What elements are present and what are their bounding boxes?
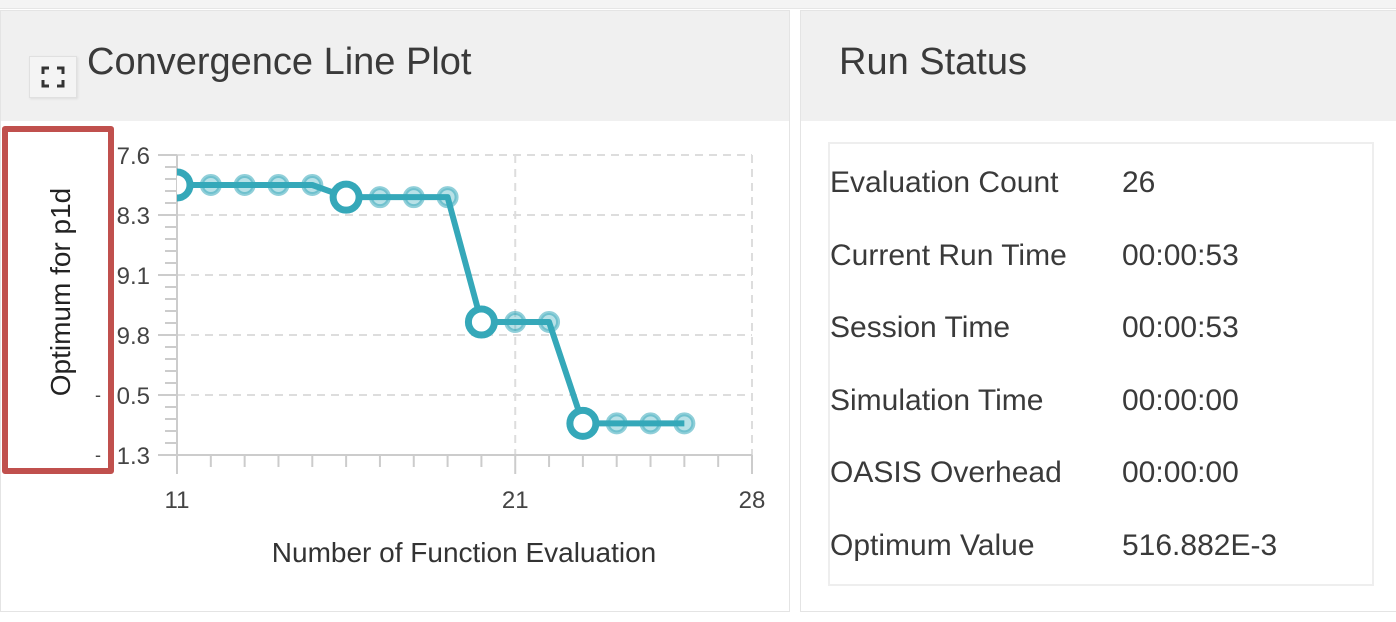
expand-button[interactable]: [29, 56, 77, 98]
status-value: 26: [1122, 166, 1156, 199]
status-value: 00:00:00: [1122, 383, 1239, 417]
data-point: [538, 311, 561, 334]
data-point: [301, 174, 324, 196]
data-point-improvement: [566, 406, 600, 440]
expand-icon: [41, 66, 65, 88]
status-label: Simulation Time: [830, 383, 1044, 417]
panel-header: Run Status: [801, 11, 1396, 121]
data-point: [233, 174, 256, 196]
y-tick-label: 9.8: [117, 323, 150, 350]
status-value: 00:00:53: [1122, 238, 1239, 272]
status-label: Optimum Value: [830, 528, 1035, 562]
series-line: [177, 182, 685, 427]
convergence-plot-panel: Convergence Line Plot: [0, 10, 790, 612]
data-point: [436, 186, 459, 209]
data-point: [368, 186, 391, 209]
status-label: Evaluation Count: [830, 166, 1059, 199]
x-axis-label: Number of Function Evaluation: [272, 537, 656, 568]
data-point-improvement: [464, 305, 498, 339]
x-tick-label: 11: [165, 487, 190, 514]
data-point: [402, 186, 425, 209]
data-point: [267, 174, 290, 196]
panel-header: Convergence Line Plot: [1, 11, 789, 121]
data-point: [504, 311, 527, 334]
data-point: [199, 174, 222, 196]
y-tick-label: 0.5: [117, 383, 150, 410]
y-tick-prefix: -: [95, 385, 101, 405]
run-status-panel: Run Status: [800, 10, 1396, 612]
panel-title: Run Status: [839, 41, 1027, 83]
run-status-table: Evaluation Count 26 Current Run Time 00:00:…: [828, 142, 1374, 586]
panel-title: Convergence Line Plot: [87, 41, 472, 83]
y-axis-label: Optimum for p1d: [45, 188, 76, 397]
y-tick-label: 8.3: [117, 203, 150, 230]
highlight-box: [2, 126, 114, 474]
data-point: [605, 412, 628, 435]
data-point-improvement: [177, 168, 194, 202]
status-label: OASIS Overhead: [830, 456, 1062, 489]
y-tick-prefix: -: [95, 445, 101, 465]
status-value: 00:00:53: [1122, 311, 1239, 344]
status-label: Session Time: [830, 311, 1011, 344]
y-tick-label: 1.3: [117, 443, 150, 470]
data-point: [639, 412, 662, 435]
top-divider: [0, 0, 1396, 9]
status-value: 516.882E-3: [1122, 528, 1278, 562]
x-tick-label: 28: [739, 487, 766, 514]
x-tick-label: 21: [502, 487, 529, 514]
status-value: 00:00:00: [1122, 456, 1239, 489]
data-point-improvement: [329, 180, 363, 214]
y-tick-label: 9.1: [117, 263, 150, 290]
status-label: Current Run Time: [830, 238, 1067, 272]
y-tick-label: 7.6: [117, 143, 150, 170]
data-point: [673, 412, 696, 435]
